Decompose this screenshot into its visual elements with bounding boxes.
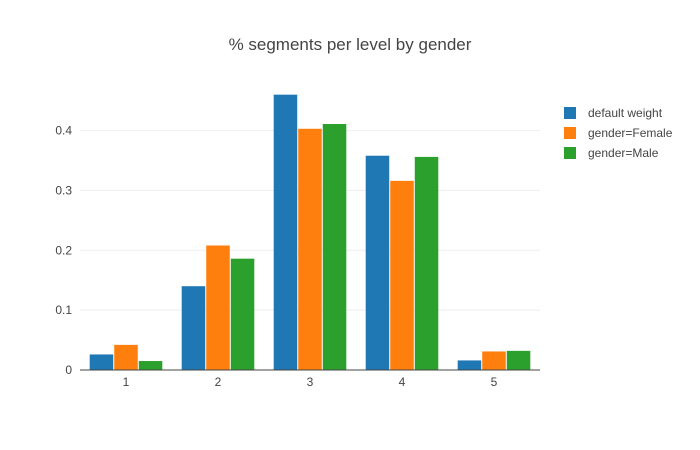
x-tick-label: 4: [399, 375, 406, 389]
bar-gender-male-level-2[interactable]: [230, 258, 255, 370]
x-tick-label: 2: [215, 375, 222, 389]
y-tick-label: 0: [65, 363, 72, 377]
y-tick-label: 0.2: [55, 243, 72, 257]
legend-label: gender=Female: [588, 126, 673, 140]
legend-swatch: [564, 127, 576, 139]
bar-default-weight-level-2[interactable]: [181, 286, 206, 370]
bar-default-weight-level-5[interactable]: [457, 360, 482, 370]
bar-gender-female-level-4[interactable]: [390, 180, 414, 370]
bar-gender-male-level-1[interactable]: [138, 361, 163, 370]
y-tick-label: 0.3: [55, 183, 72, 197]
bar-gender-female-level-3[interactable]: [298, 128, 322, 370]
x-tick-label: 1: [123, 375, 130, 389]
x-tick-label: 3: [307, 375, 314, 389]
bar-default-weight-level-3[interactable]: [273, 94, 298, 370]
y-tick-label: 0.1: [55, 303, 72, 317]
bar-gender-male-level-4[interactable]: [414, 156, 439, 370]
x-tick-label: 5: [491, 375, 498, 389]
legend-item-2[interactable]: gender=Male: [564, 146, 659, 160]
legend-swatch: [564, 107, 576, 119]
bar-gender-female-level-2[interactable]: [206, 245, 230, 370]
bar-default-weight-level-4[interactable]: [365, 155, 390, 370]
legend-item-1[interactable]: gender=Female: [564, 126, 673, 140]
y-tick-label: 0.4: [55, 124, 72, 138]
bar-gender-male-level-3[interactable]: [322, 123, 347, 370]
legend[interactable]: default weight gender=Female gender=Male: [564, 106, 673, 160]
legend-swatch: [564, 147, 576, 159]
legend-item-0[interactable]: default weight: [564, 106, 663, 120]
bar-gender-male-level-5[interactable]: [506, 350, 531, 370]
bar-gender-female-level-5[interactable]: [482, 351, 506, 370]
legend-label: default weight: [588, 106, 663, 120]
chart-title: % segments per level by gender: [229, 35, 472, 54]
bars: [89, 94, 531, 370]
legend-label: gender=Male: [588, 146, 659, 160]
bar-default-weight-level-1[interactable]: [89, 354, 114, 370]
y-axis-ticks: 0 0.1 0.2 0.3 0.4: [55, 124, 72, 377]
x-axis-ticks: 1 2 3 4 5: [123, 375, 498, 389]
bar-gender-female-level-1[interactable]: [114, 344, 138, 370]
